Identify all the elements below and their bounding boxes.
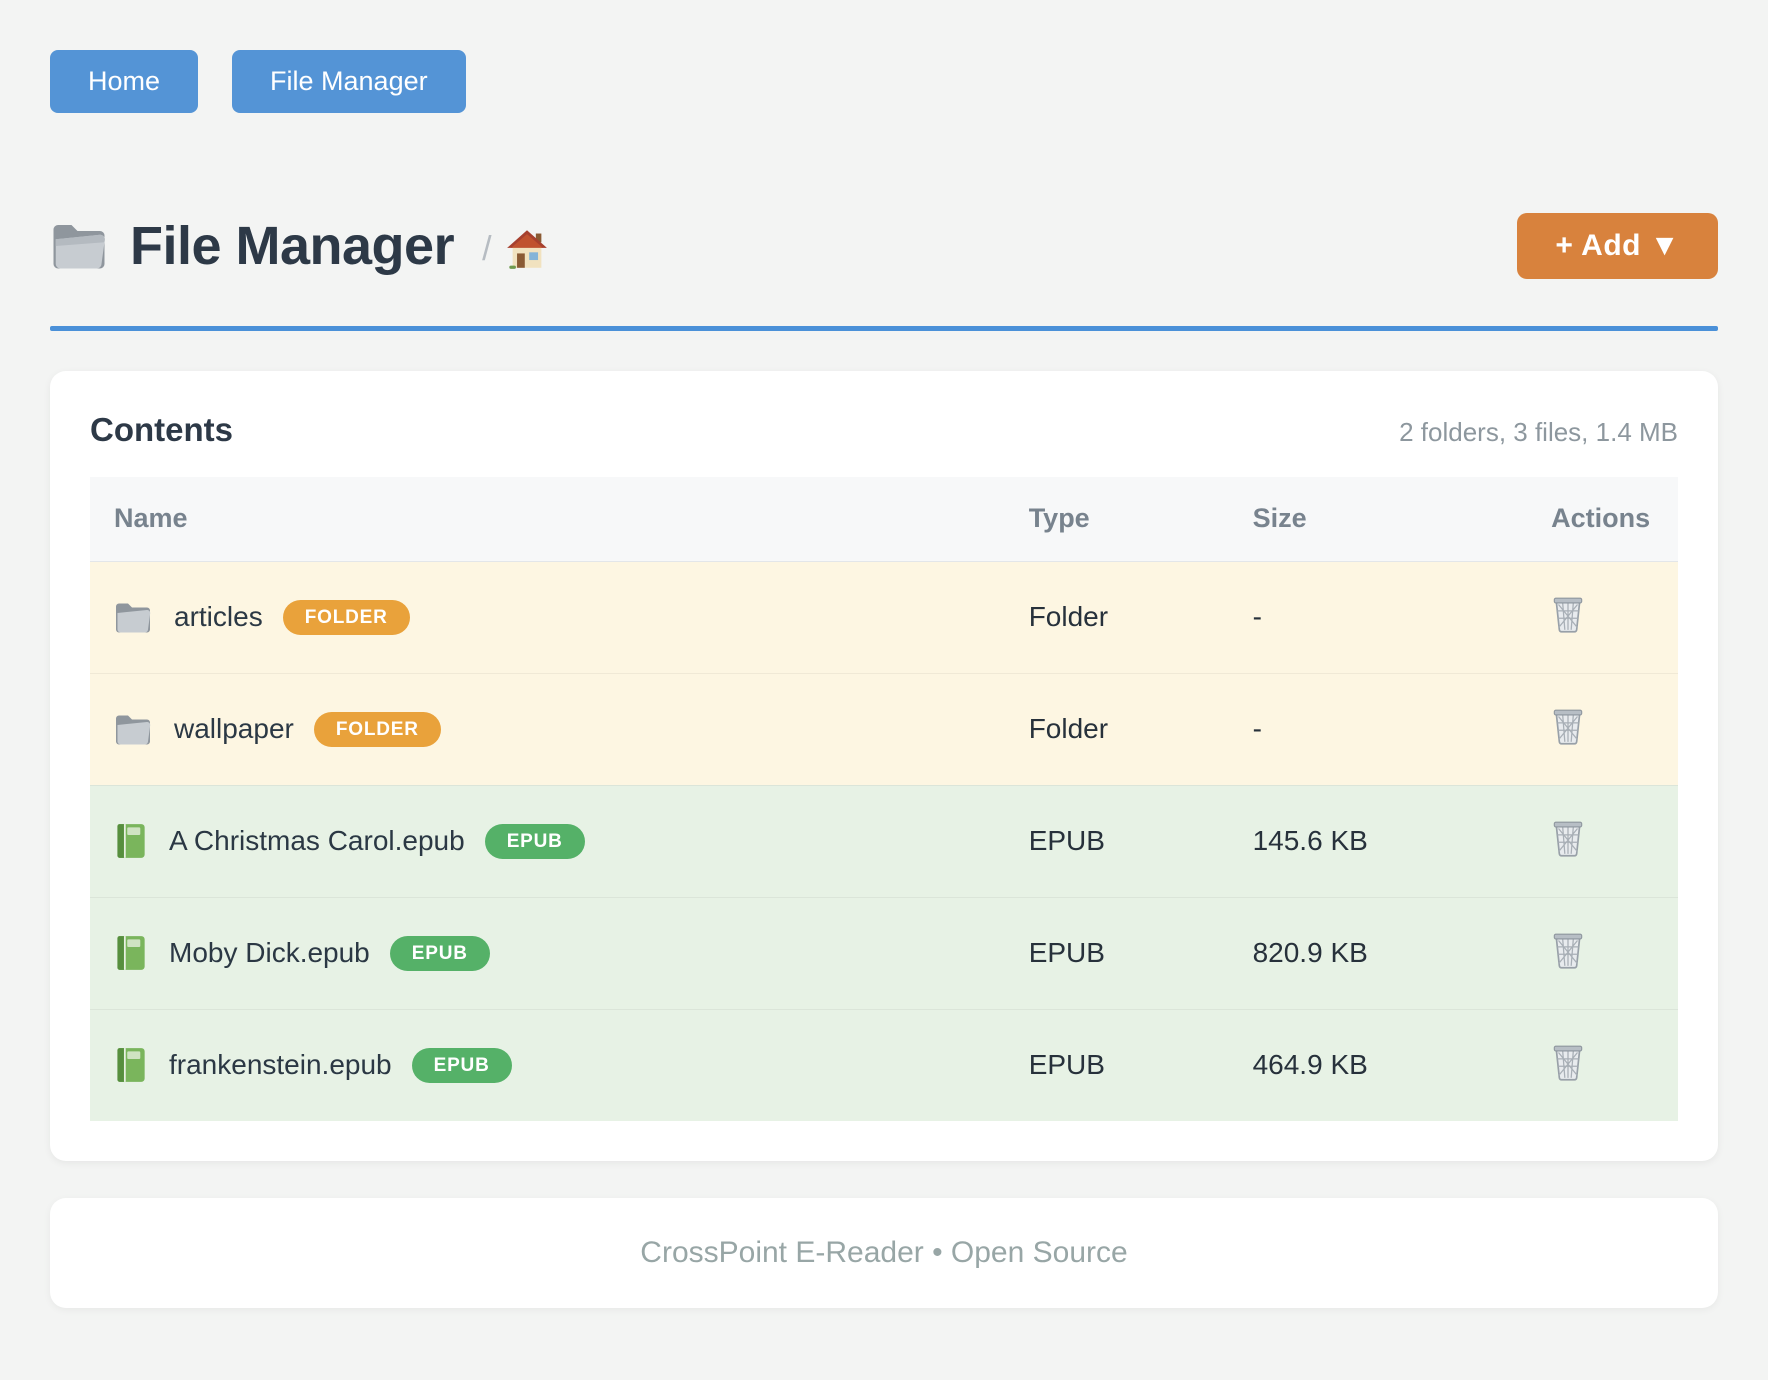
page-header: File Manager / + Add ▼ [50,210,1718,282]
item-type: Folder [1028,601,1109,632]
item-type: EPUB [1028,825,1105,856]
column-header-actions: Actions [1527,477,1678,562]
item-badge: FOLDER [282,599,410,635]
table-header-row: Name Type Size Actions [90,477,1678,562]
table-row[interactable]: wallpaper FOLDER Folder - [90,673,1678,785]
file-manager-button[interactable]: File Manager [232,50,466,113]
card-header: Contents 2 folders, 3 files, 1.4 MB [90,411,1678,449]
folder-icon [116,715,151,744]
footer: CrossPoint E-Reader • Open Source [50,1198,1718,1308]
trash-icon [1553,597,1583,633]
contents-heading: Contents [90,411,233,448]
trash-icon [1553,821,1583,857]
table-row[interactable]: Moby Dick.epub EPUB EPUB 820.9 KB [90,897,1678,1009]
table-row[interactable]: articles FOLDER Folder - [90,561,1678,673]
delete-button[interactable] [1551,1043,1585,1081]
delete-button[interactable] [1551,819,1585,857]
delete-button[interactable] [1551,931,1585,969]
folder-icon [116,603,151,632]
folder-icon [53,225,105,269]
delete-button[interactable] [1551,595,1585,633]
item-size: 145.6 KB [1252,825,1368,856]
item-size: - [1252,601,1262,632]
item-name[interactable]: wallpaper [174,713,294,744]
trash-icon [1553,709,1583,745]
item-type: EPUB [1028,937,1105,968]
item-size: 820.9 KB [1252,937,1368,968]
table-row[interactable]: frankenstein.epub EPUB EPUB 464.9 KB [90,1009,1678,1121]
house-icon[interactable] [506,229,548,269]
breadcrumb-separator: / [482,229,492,268]
top-nav: Home File Manager [0,0,1768,113]
add-button[interactable]: + Add ▼ [1517,213,1718,279]
home-button[interactable]: Home [50,50,199,113]
item-badge: EPUB [411,1047,512,1083]
trash-icon [1553,933,1583,969]
book-icon [117,935,145,970]
item-badge: FOLDER [313,711,441,747]
column-header-name: Name [90,477,1005,562]
contents-card: Contents 2 folders, 3 files, 1.4 MB Name… [50,371,1718,1161]
file-table: Name Type Size Actions articles [90,477,1678,1121]
item-badge: EPUB [389,935,490,971]
item-size: 464.9 KB [1252,1049,1368,1081]
title-group: File Manager / [50,215,548,277]
column-header-type: Type [1004,477,1229,562]
book-icon [117,1047,145,1082]
table-row[interactable]: A Christmas Carol.epub EPUB EPUB 145.6 K… [90,785,1678,897]
item-size: - [1252,713,1262,744]
item-name[interactable]: frankenstein.epub [169,1049,392,1081]
item-name[interactable]: articles [174,601,263,632]
footer-text: CrossPoint E-Reader • Open Source [640,1236,1128,1269]
book-icon [117,823,145,858]
trash-icon [1553,1045,1583,1081]
item-name[interactable]: Moby Dick.epub [169,937,370,968]
contents-summary: 2 folders, 3 files, 1.4 MB [1399,417,1678,447]
item-badge: EPUB [484,823,585,859]
delete-button[interactable] [1551,707,1585,745]
item-name[interactable]: A Christmas Carol.epub [169,825,465,856]
page-title: File Manager [130,216,455,276]
item-type: Folder [1028,713,1109,744]
header-divider [50,326,1718,331]
column-header-size: Size [1228,477,1528,562]
item-type: EPUB [1028,1049,1105,1081]
